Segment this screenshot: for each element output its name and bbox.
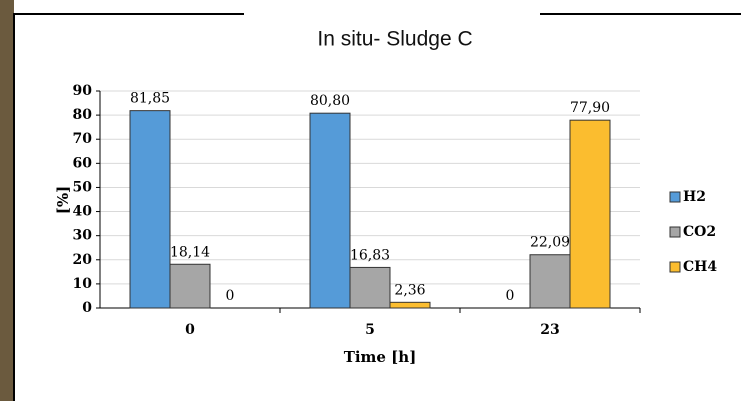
y-tick-label: 80	[73, 107, 93, 123]
data-label: 81,85	[130, 91, 170, 107]
y-tick-label: 70	[73, 131, 93, 147]
y-tick-label: 10	[73, 276, 93, 292]
bar	[569, 119, 611, 309]
x-tick-label: 0	[185, 322, 195, 338]
y-axis-label: [%]	[54, 186, 72, 214]
bar	[169, 263, 211, 309]
legend-label: CO2	[683, 224, 716, 240]
data-label: 0	[226, 288, 235, 304]
y-tick-label: 0	[82, 300, 92, 316]
legend-swatch	[669, 226, 681, 238]
data-label: 22,09	[530, 235, 570, 251]
y-tick-label: 50	[73, 179, 93, 195]
y-tick-label: 90	[73, 83, 93, 99]
x-axis-label: Time [h]	[344, 348, 417, 366]
bar	[349, 266, 391, 309]
y-tick-label: 60	[73, 155, 93, 171]
bar	[529, 254, 571, 309]
data-label: 18,14	[170, 244, 210, 260]
bar	[129, 110, 171, 309]
x-tick-label: 5	[365, 322, 375, 338]
bar	[389, 301, 431, 309]
bar	[309, 112, 351, 309]
data-label: 80,80	[310, 93, 350, 109]
y-tick-label: 40	[73, 204, 93, 220]
data-label: 0	[506, 288, 515, 304]
chart-title: In situ- Sludge C	[317, 28, 472, 51]
chart-panel	[14, 14, 741, 401]
y-tick-label: 20	[73, 252, 93, 268]
data-label: 77,90	[570, 100, 610, 116]
data-label: 2,36	[394, 282, 425, 298]
panel-border	[13, 13, 741, 401]
y-tick-label: 30	[73, 228, 93, 244]
data-label: 16,83	[350, 247, 390, 263]
background-strip	[0, 0, 14, 401]
x-tick-label: 23	[540, 322, 559, 338]
legend-label: H2	[683, 189, 706, 205]
legend-swatch	[669, 191, 681, 203]
legend-swatch	[669, 261, 681, 273]
legend-label: CH4	[683, 259, 717, 275]
